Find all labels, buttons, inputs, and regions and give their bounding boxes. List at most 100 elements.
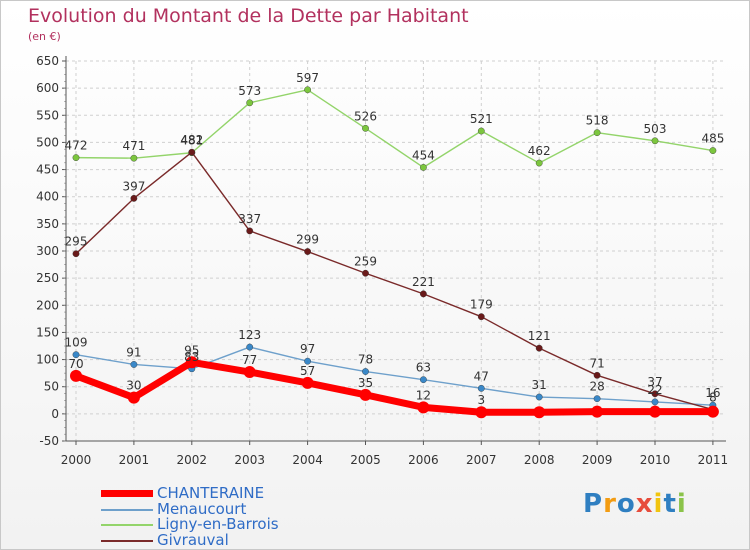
data-point <box>651 390 659 398</box>
data-label: 28 <box>589 380 604 394</box>
data-point <box>130 194 138 202</box>
data-label: 503 <box>644 122 667 136</box>
data-point <box>359 388 372 401</box>
y-tick-label: 300 <box>36 244 59 258</box>
data-label: 123 <box>238 328 261 342</box>
proxiti-logo: Proxiti <box>583 489 687 519</box>
logo-letter: x <box>635 489 654 519</box>
y-tick-label: 350 <box>36 217 59 231</box>
data-point <box>72 154 80 162</box>
data-label: 70 <box>68 357 83 371</box>
data-point <box>591 405 604 418</box>
data-point <box>535 344 543 352</box>
data-point <box>127 391 140 404</box>
data-label: 30 <box>126 379 141 393</box>
x-tick-label: 2003 <box>234 453 265 467</box>
data-point <box>535 393 543 401</box>
data-label: 8 <box>709 391 717 405</box>
data-label: 71 <box>589 356 604 370</box>
data-label: 472 <box>65 139 88 153</box>
data-point <box>651 137 659 145</box>
x-tick-label: 2002 <box>177 453 208 467</box>
legend-label: Givrauval <box>157 530 229 549</box>
data-point <box>130 154 138 162</box>
data-point <box>477 384 485 392</box>
logo-letter: i <box>653 489 664 519</box>
data-label: 259 <box>354 254 377 268</box>
data-point <box>417 401 430 414</box>
data-label: 121 <box>528 329 551 343</box>
data-label: 518 <box>586 114 609 128</box>
data-label: 597 <box>296 71 319 85</box>
chart-unit-label: (en €) <box>28 30 61 43</box>
legend-item: CHANTERAINE <box>101 484 401 502</box>
data-label: 521 <box>470 112 493 126</box>
legend-label: Menaucourt <box>157 499 247 518</box>
x-tick-label: 2000 <box>61 453 92 467</box>
data-point <box>72 351 80 359</box>
data-label: 57 <box>300 364 315 378</box>
logo-letter: o <box>616 489 636 519</box>
data-label: 95 <box>184 343 199 357</box>
data-point <box>301 376 314 389</box>
data-point <box>477 127 485 135</box>
data-label: 37 <box>647 375 662 389</box>
data-point <box>72 250 80 258</box>
x-tick-label: 2004 <box>292 453 323 467</box>
data-point <box>593 129 601 137</box>
y-tick-label: 50 <box>44 380 59 394</box>
data-point <box>362 368 369 375</box>
data-point <box>475 406 488 419</box>
y-tick-label: 0 <box>51 407 59 421</box>
axes: -50 0 50 100 150 200 250 300 350 400 450 500 550 600 6… <box>36 54 728 467</box>
data-point <box>709 147 717 154</box>
x-tick-label: 2007 <box>466 453 497 467</box>
data-label: 485 <box>701 132 724 146</box>
y-tick-label: 650 <box>36 54 59 68</box>
data-label: 31 <box>532 378 547 392</box>
legend-item: Menaucourt <box>101 499 401 518</box>
series-line-givrauval <box>75 151 714 411</box>
data-point <box>419 290 427 298</box>
data-label: 454 <box>412 148 435 162</box>
data-point <box>477 313 485 321</box>
data-point <box>706 405 719 418</box>
data-point <box>185 356 198 369</box>
data-label: 573 <box>238 84 261 98</box>
data-label: 295 <box>65 235 88 249</box>
legend-label: Ligny-en-Barrois <box>157 515 279 533</box>
legend-swatch <box>101 524 153 526</box>
data-point <box>362 269 369 277</box>
x-tick-label: 2005 <box>350 453 381 467</box>
x-tick-label: 2008 <box>524 453 555 467</box>
data-label: 78 <box>358 353 373 367</box>
data-point <box>304 86 311 94</box>
data-label: 397 <box>122 179 145 193</box>
logo-letter: i <box>676 489 687 519</box>
legend-swatch <box>101 490 153 497</box>
data-label: 481 <box>180 134 203 148</box>
data-point <box>651 398 659 406</box>
legend-item: Ligny-en-Barrois <box>101 515 401 533</box>
data-point <box>533 406 546 419</box>
data-label: 16 <box>705 386 720 400</box>
data-label: 77 <box>242 353 257 367</box>
data-point <box>419 163 427 171</box>
data-label: 3 <box>477 393 485 407</box>
series-lines <box>70 86 719 419</box>
logo-letter: P <box>583 489 604 519</box>
legend-item: Givrauval <box>101 530 401 549</box>
data-label: 337 <box>238 212 261 226</box>
data-label: 97 <box>300 342 315 356</box>
y-tick-label: 100 <box>36 353 59 367</box>
grid-lines <box>66 60 726 442</box>
data-point <box>593 371 601 379</box>
data-point <box>535 159 543 167</box>
data-label: 35 <box>358 376 373 390</box>
data-label: 83 <box>184 350 199 364</box>
data-point <box>188 148 196 156</box>
data-label: 12 <box>416 388 431 402</box>
chart-title: Evolution du Montant de la Dette par Hab… <box>28 5 469 27</box>
y-tick-label: 500 <box>36 135 59 149</box>
